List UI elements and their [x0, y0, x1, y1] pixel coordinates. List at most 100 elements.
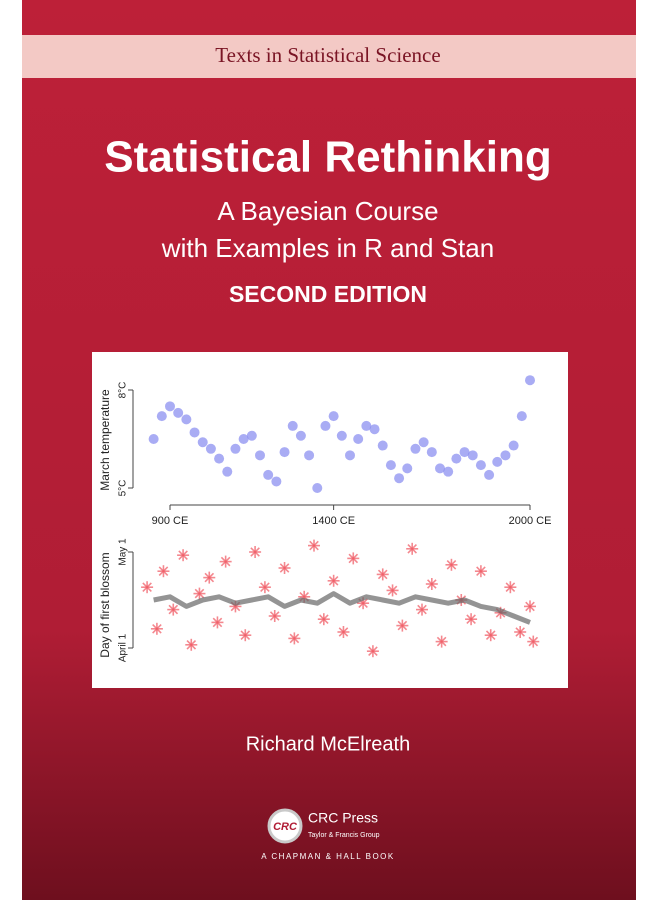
temperature-point	[353, 434, 364, 444]
temperature-point	[312, 483, 323, 493]
blossom-point	[211, 616, 224, 629]
asterisk-stroke	[397, 620, 408, 631]
blossom-point	[376, 568, 389, 581]
publisher-logo-circle	[267, 808, 303, 844]
temperature-point	[418, 437, 429, 448]
temperature-point	[516, 411, 527, 422]
temperature-point	[279, 447, 290, 458]
blossom-point	[484, 629, 497, 642]
temperature-point	[361, 420, 372, 431]
temperature-point	[173, 407, 184, 418]
asterisk-stroke	[515, 627, 525, 637]
asterisk-stroke	[194, 588, 205, 599]
publisher-name: CRC Press	[308, 810, 378, 826]
asterisk-stroke	[319, 614, 329, 625]
blossom-point	[347, 552, 360, 565]
temperature-point	[492, 456, 503, 467]
y-tick-label: 5°C	[118, 480, 129, 497]
blossom-point	[465, 613, 478, 626]
blossom-point	[445, 558, 458, 571]
author: Richard McElreath	[246, 733, 411, 755]
blossom-point	[167, 603, 180, 616]
x-tick-label: 2000 CE	[509, 515, 552, 527]
asterisk-stroke	[204, 572, 215, 583]
y-axis-label: Day of first blossom	[98, 552, 112, 657]
asterisk-stroke	[142, 582, 152, 593]
temperature-point	[271, 476, 282, 487]
temperature-point	[385, 460, 396, 471]
temperature-point	[304, 450, 315, 461]
temperature-point	[295, 430, 306, 441]
temperature-point	[369, 424, 380, 435]
y-tick-label: April 1	[118, 633, 129, 662]
temperature-point	[475, 460, 486, 471]
asterisk-stroke	[186, 639, 197, 650]
blossom-point	[474, 565, 487, 578]
publisher-group: Taylor & Francis Group	[308, 832, 380, 839]
temperature-point	[205, 443, 216, 454]
temperature-point	[222, 466, 233, 477]
asterisk-stroke	[505, 582, 516, 593]
blossom-point	[141, 581, 154, 594]
temperature-point	[156, 411, 167, 422]
blossom-point	[504, 581, 517, 594]
asterisk-stroke	[436, 636, 447, 647]
temperature-point	[443, 466, 454, 477]
blossom-point	[185, 638, 198, 651]
asterisk-stroke	[158, 566, 169, 577]
asterisk-stroke	[220, 556, 231, 567]
asterisk-stroke	[466, 614, 476, 625]
temperature-point	[238, 434, 249, 444]
asterisk-stroke	[485, 630, 496, 641]
blossom-point	[203, 571, 216, 584]
subtitle-line: A Bayesian Course	[217, 196, 438, 226]
asterisk-stroke	[309, 540, 319, 551]
publisher-imprint: A CHAPMAN & HALL BOOK	[261, 852, 394, 861]
asterisk-stroke	[260, 582, 270, 593]
blossom-point	[288, 632, 301, 645]
y-axis-label: March temperature	[98, 389, 112, 491]
blossom-point	[435, 635, 448, 648]
temperature-point	[189, 427, 200, 438]
temperature-point	[525, 375, 535, 386]
blossom-point	[337, 626, 350, 638]
asterisk-stroke	[377, 569, 388, 580]
temperature-point	[435, 463, 445, 474]
temperature-point	[328, 411, 339, 422]
temperature-point	[467, 450, 478, 461]
blossom-point	[514, 626, 527, 638]
temperature-point	[426, 447, 437, 458]
temperature-point	[197, 437, 208, 448]
edition: SECOND EDITION	[229, 281, 427, 307]
temperature-point	[459, 447, 470, 458]
temperature-point	[181, 414, 192, 425]
asterisk-stroke	[168, 604, 179, 615]
blossom-point	[317, 613, 330, 626]
blossom-point	[177, 549, 190, 562]
series-banner: Texts in Statistical Science	[215, 43, 440, 67]
blossom-point	[278, 562, 291, 574]
temperature-point	[148, 434, 159, 444]
temperature-point	[336, 430, 347, 441]
temperature-point	[451, 453, 462, 464]
blossom-point	[219, 555, 232, 568]
asterisk-stroke	[152, 623, 162, 634]
asterisk-stroke	[446, 559, 457, 570]
blossom-point	[249, 546, 262, 558]
asterisk-stroke	[525, 601, 535, 612]
blossom-point	[157, 565, 170, 578]
temperature-point	[394, 473, 405, 484]
blossom-point	[239, 629, 252, 642]
temperature-point	[246, 430, 257, 441]
blossom-trend	[153, 591, 531, 625]
cover-figure: March temperature 8°C 5°C 900 CE 1400 CE 2000…	[98, 375, 551, 662]
blossom-point	[193, 587, 206, 600]
blossom-point	[308, 539, 320, 552]
asterisk-stroke	[250, 547, 260, 557]
blossom-point	[366, 645, 379, 658]
publisher-logo: CRC	[273, 821, 298, 833]
x-tick-label: 900 CE	[152, 515, 189, 527]
temperature-point	[255, 450, 265, 461]
asterisk-stroke	[358, 598, 368, 609]
